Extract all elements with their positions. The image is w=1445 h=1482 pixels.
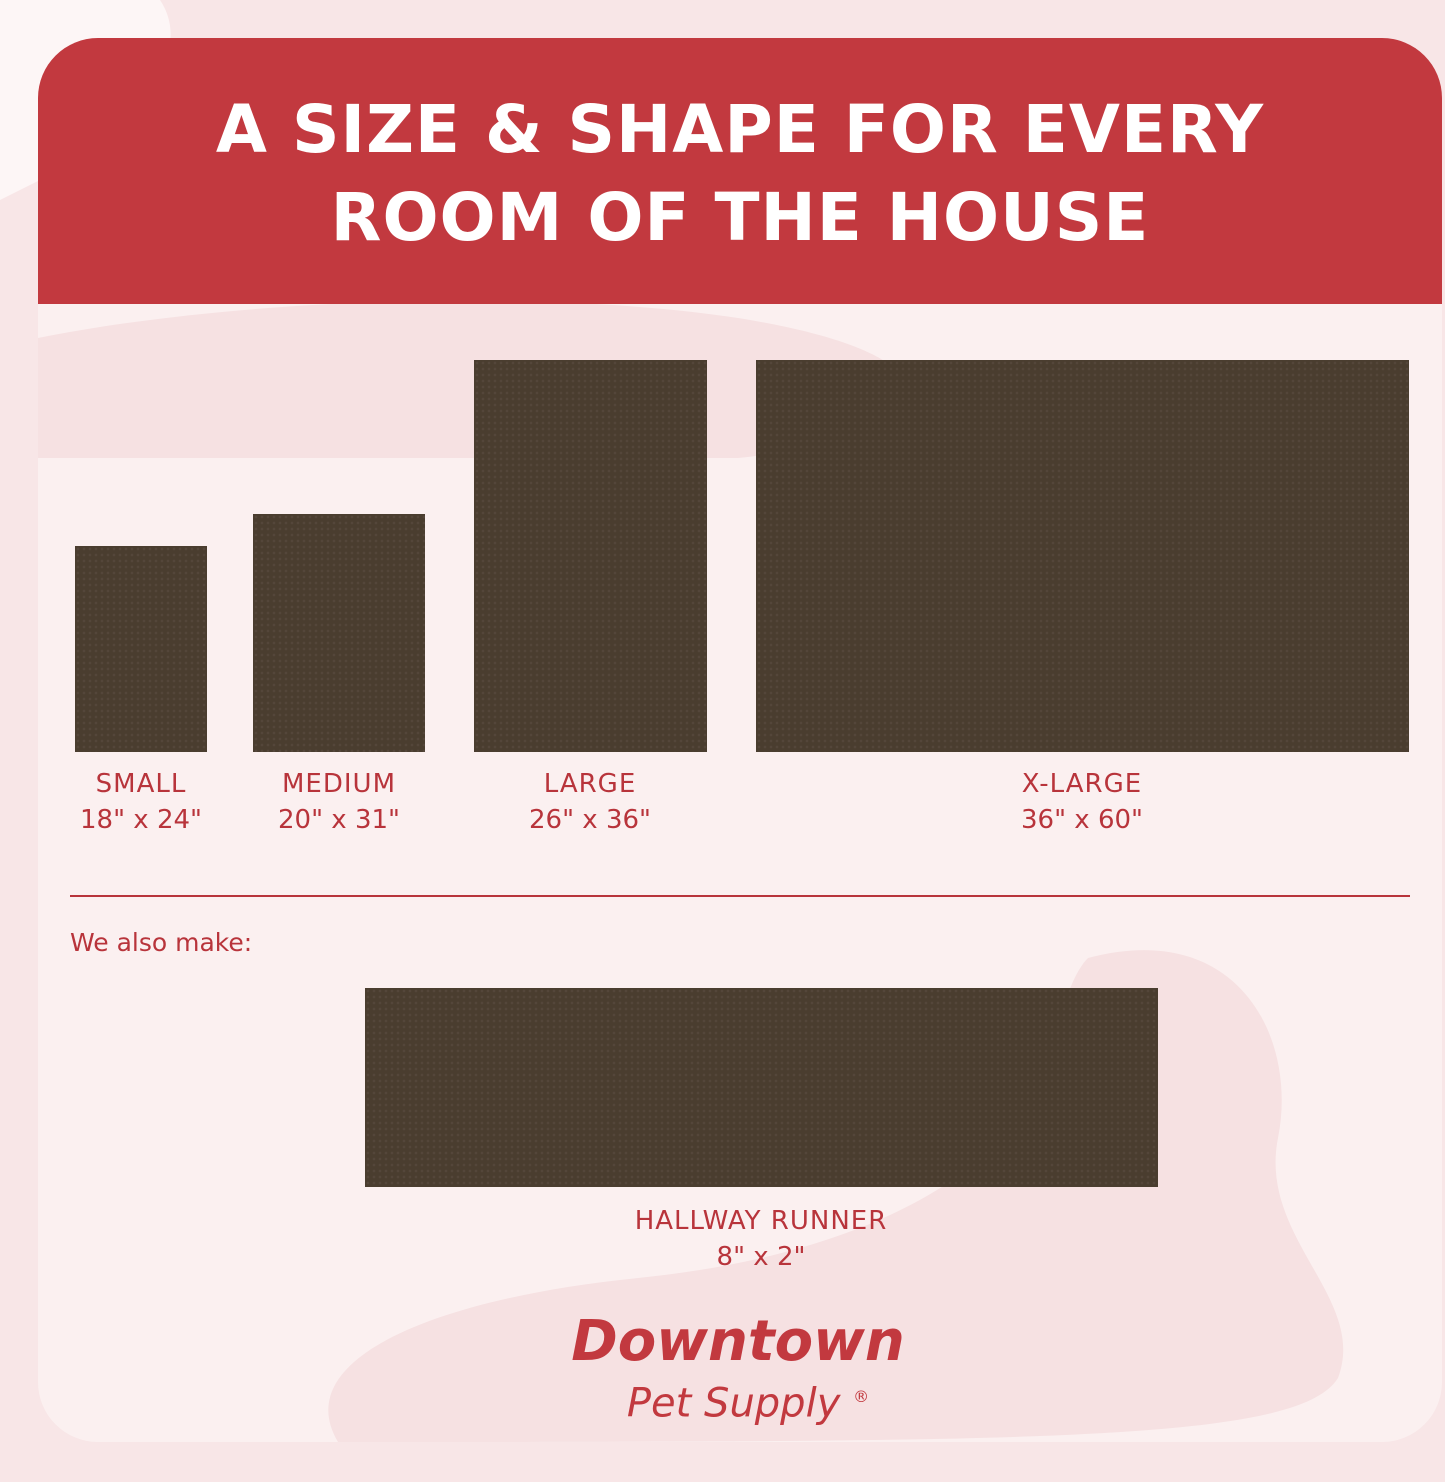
mat-x-large [756,360,1409,752]
size-name: MEDIUM [281,769,396,799]
mat-medium [253,514,425,752]
size-dimensions: 8" x 2" [716,1242,806,1272]
size-name: X-LARGE [1021,769,1143,799]
title-line-2: ROOM OF THE HOUSE [330,179,1150,256]
size-dimensions: 20" x 31" [277,805,400,835]
size-label-x-large: X-LARGE 36" x 60" [982,766,1182,838]
size-dimensions: 36" x 60" [1020,805,1143,835]
mat-small [75,546,207,752]
size-label-medium: MEDIUM 20" x 31" [239,766,439,838]
mat-large [474,360,707,752]
size-dimensions: 26" x 36" [528,805,651,835]
logo-text: Pet Supply [626,1380,841,1427]
size-name: HALLWAY RUNNER [634,1206,888,1236]
registered-mark: ® [853,1387,870,1406]
divider [70,895,1410,897]
logo-line-2: Pet Supply ® [578,1374,918,1426]
logo-line-1: Downtown [571,1309,905,1374]
title-line-1: A SIZE & SHAPE FOR EVERY [215,91,1265,168]
size-name: LARGE [543,769,637,799]
page-title: A SIZE & SHAPE FOR EVERY ROOM OF THE HOU… [38,86,1442,262]
size-name: SMALL [95,769,187,799]
size-label-small: SMALL 18" x 24" [61,766,221,838]
brand-logo: Downtown Pet Supply ® [558,1309,918,1427]
size-label-large: LARGE 26" x 36" [490,766,690,838]
header-banner: A SIZE & SHAPE FOR EVERY ROOM OF THE HOU… [38,38,1442,304]
also-make-label: We also make: [70,928,253,957]
mat-hallway-runner [365,988,1158,1187]
infographic-card: A SIZE & SHAPE FOR EVERY ROOM OF THE HOU… [38,38,1442,1442]
size-dimensions: 18" x 24" [79,805,202,835]
size-label-hallway-runner: HALLWAY RUNNER 8" x 2" [561,1203,961,1275]
